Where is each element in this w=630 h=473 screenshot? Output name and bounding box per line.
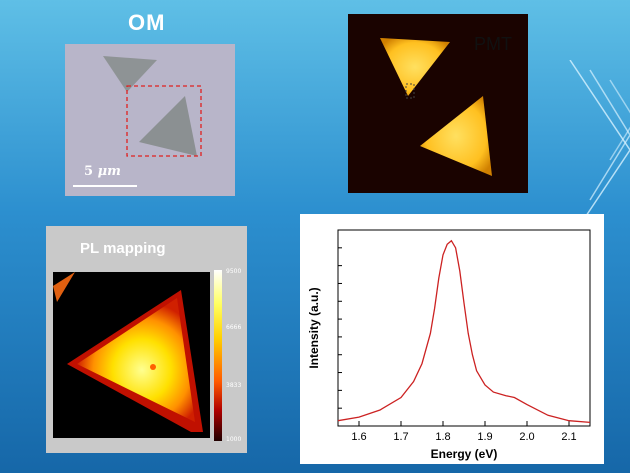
background-chevron-decoration <box>569 60 630 241</box>
x-tick-label: 1.8 <box>435 431 450 443</box>
x-tick-label: 2.1 <box>561 431 576 443</box>
x-tick-label: 1.7 <box>393 431 408 443</box>
pmt-selection-box <box>405 83 415 99</box>
pl-hotspot <box>150 364 156 370</box>
pl-spectrum-chart: 1.6 1.7 1.8 1.9 2.0 2.1 Energy (eV) Intensity… <box>307 229 591 461</box>
pl-colorbar <box>214 270 222 441</box>
om-flake-top <box>103 56 157 92</box>
om-scale-label: 5 μm <box>84 164 121 179</box>
pl-mapping-title: PL mapping <box>80 240 166 257</box>
x-tick-label: 2.0 <box>519 431 534 443</box>
colorbar-tick-max: 9500 <box>226 268 242 275</box>
pl-spectrum-panel: 1.6 1.7 1.8 1.9 2.0 2.1 Energy (eV) Intensity… <box>300 214 604 464</box>
pl-map-image <box>53 272 210 438</box>
om-title: OM <box>128 10 166 35</box>
om-flake-bottom <box>139 96 197 156</box>
pmt-label: PMT <box>474 34 512 54</box>
om-selection-box <box>126 85 202 157</box>
pmt-image <box>348 14 528 193</box>
x-axis-label: Energy (eV) <box>431 447 498 461</box>
spectrum-line <box>337 239 591 424</box>
colorbar-tick-3: 3833 <box>226 382 242 389</box>
colorbar-tick-2: 6666 <box>226 324 242 331</box>
colorbar-tick-min: 1000 <box>226 436 242 443</box>
x-tick-label: 1.6 <box>351 431 366 443</box>
om-micrograph <box>65 44 235 196</box>
y-axis-label: Intensity (a.u.) <box>307 287 321 368</box>
pl-main-flake-core <box>77 298 195 422</box>
pmt-flake-top <box>380 38 450 96</box>
plot-frame <box>337 229 591 427</box>
pl-corner-flake <box>53 272 75 302</box>
x-tick-label: 1.9 <box>477 431 492 443</box>
pmt-flake-bottom <box>420 96 492 176</box>
